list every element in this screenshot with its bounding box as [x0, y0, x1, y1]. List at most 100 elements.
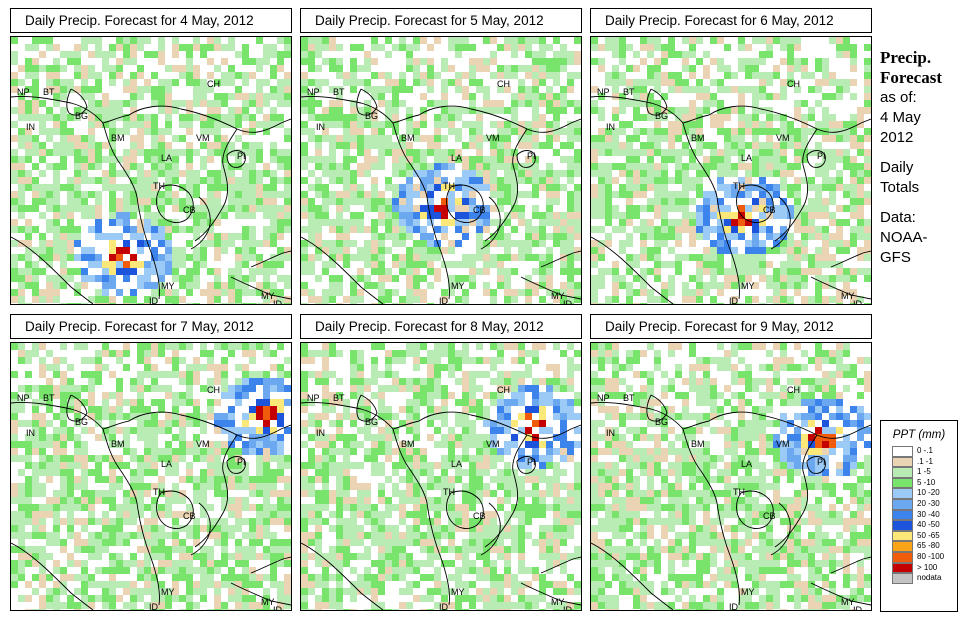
country-label: NP	[17, 393, 30, 403]
coastline	[446, 490, 484, 529]
country-label: ID	[563, 605, 573, 610]
panel-title: Daily Precip. Forecast for 5 May, 2012	[300, 8, 582, 33]
coastline	[418, 105, 581, 133]
legend-swatch	[892, 541, 913, 552]
coastline	[392, 122, 450, 300]
coastline	[540, 556, 581, 574]
country-label: MY	[261, 291, 275, 301]
country-label: MY	[161, 587, 175, 597]
coastline	[194, 128, 238, 242]
country-label: BT	[623, 87, 635, 97]
country-label: LA	[451, 153, 462, 163]
coastline	[708, 105, 871, 133]
country-label: BT	[333, 393, 345, 403]
precip-field	[11, 343, 291, 610]
country-label: ID	[729, 602, 739, 610]
forecast-panel-may-7: Daily Precip. Forecast for 7 May, 2012 N…	[10, 314, 292, 611]
country-label: BM	[401, 439, 415, 449]
country-label: CB	[473, 511, 486, 521]
legend-swatch	[892, 551, 913, 563]
legend-item: 20 -30	[881, 498, 957, 510]
country-label: ID	[853, 299, 863, 304]
country-label: MY	[741, 587, 755, 597]
legend-swatch	[892, 562, 913, 574]
country-label: CH	[497, 385, 510, 395]
country-label: NP	[597, 393, 610, 403]
coastline	[516, 150, 536, 168]
country-label: CH	[497, 79, 510, 89]
country-label: ID	[729, 296, 739, 304]
legend-swatch	[892, 520, 913, 531]
country-label: NP	[307, 393, 320, 403]
coastline	[774, 434, 818, 548]
legend-item: 5 -10	[881, 477, 957, 489]
country-label: BT	[623, 393, 635, 403]
coastline	[480, 196, 501, 250]
precip-map: NP BT BG IN BM CH VM LA TH CB PI MY MY ID ID	[590, 36, 872, 305]
country-label: MY	[261, 597, 275, 607]
coastline	[250, 556, 291, 574]
coastline	[646, 88, 668, 116]
forecast-panel-may-5: Daily Precip. Forecast for 5 May, 2012 N…	[300, 8, 582, 305]
precip-map: NP BT BG IN BM CH VM LA TH CB PI MY MY ID ID	[10, 342, 292, 611]
legend-label: 0 -.1	[917, 446, 934, 455]
country-label: ID	[273, 605, 283, 610]
coastline	[301, 236, 384, 304]
forecast-panel-may-4: Daily Precip. Forecast for 4 May, 2012 N…	[10, 8, 292, 305]
coastline-layer	[11, 394, 291, 610]
caption-data-source-1: NOAA-	[880, 229, 928, 246]
coastline	[250, 250, 291, 268]
country-label: LA	[741, 459, 752, 469]
legend-label: 80 -100	[917, 551, 945, 561]
legend-item: .1 -1	[881, 456, 957, 468]
legend-item: 1 -5	[881, 467, 957, 478]
coastline	[190, 196, 211, 250]
country-label: BM	[111, 133, 125, 143]
coastline	[682, 428, 740, 606]
coastline-layer	[301, 394, 581, 610]
coastline	[770, 196, 791, 250]
legend-item: 80 -100	[881, 551, 957, 563]
legend-item: 50 -65	[881, 530, 957, 542]
country-label: CH	[207, 385, 220, 395]
country-label: IN	[316, 428, 325, 438]
caption-totals: Totals	[880, 179, 920, 196]
country-label: ID	[439, 296, 449, 304]
legend-label: nodata	[917, 573, 942, 583]
country-label: TH	[443, 487, 455, 497]
legend-swatch	[892, 573, 913, 584]
country-label: VM	[196, 133, 210, 143]
country-label: CB	[763, 511, 776, 521]
coastline	[806, 150, 826, 168]
precip-map: NP BT BG IN BM CH VM LA TH CB PI MY MY ID ID	[300, 342, 582, 611]
coastline	[356, 88, 378, 116]
legend-rows: 0 -.1.1 -1 1 -5 5 -10 10 -20 20 -30 30 -40 40 …	[881, 446, 957, 584]
country-label: IN	[606, 428, 615, 438]
coastline	[11, 542, 94, 610]
caption-title-line1: Precip.	[880, 48, 932, 67]
coastline	[392, 428, 450, 606]
coastline	[810, 276, 871, 300]
coastline	[230, 582, 291, 606]
legend-item: > 100	[881, 562, 957, 574]
coastline	[591, 402, 710, 430]
forecast-caption: Precip. Forecast as of: 4 May 2012 Daily…	[880, 48, 960, 268]
country-label: BM	[691, 133, 705, 143]
legend-swatch	[892, 509, 913, 521]
country-label: IN	[26, 428, 35, 438]
country-label: BT	[333, 87, 345, 97]
country-label: CB	[183, 205, 196, 215]
country-label: TH	[153, 487, 165, 497]
coastline	[446, 184, 484, 223]
country-label: MY	[451, 281, 465, 291]
country-label: TH	[443, 181, 455, 191]
country-label: LA	[451, 459, 462, 469]
coastline	[830, 250, 871, 268]
legend-label: 5 -10	[917, 477, 936, 487]
forecast-panel-may-6: Daily Precip. Forecast for 6 May, 2012 N…	[590, 8, 872, 305]
coastline	[301, 542, 384, 610]
